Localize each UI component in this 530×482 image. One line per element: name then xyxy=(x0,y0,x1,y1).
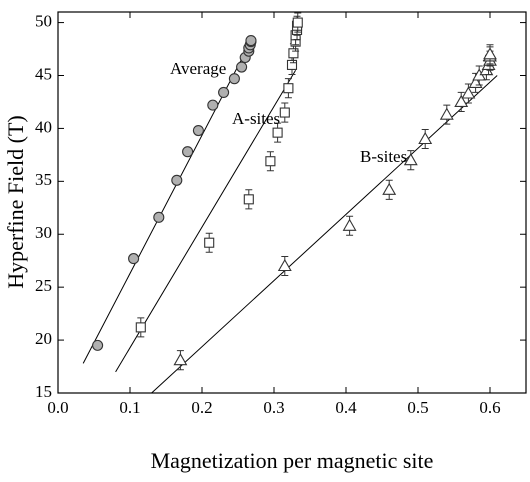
x-tick-label: 0.5 xyxy=(407,398,428,417)
series-label: B-sites xyxy=(360,147,407,166)
y-tick-label: 40 xyxy=(35,117,52,136)
point xyxy=(279,107,290,118)
point xyxy=(228,73,240,85)
point xyxy=(192,124,204,137)
x-tick-label: 0.6 xyxy=(479,398,500,417)
y-tick-label: 30 xyxy=(35,223,52,242)
x-tick-label: 0.1 xyxy=(119,398,140,417)
point xyxy=(204,237,215,248)
point xyxy=(277,258,292,272)
point xyxy=(135,322,146,333)
fit-line xyxy=(151,75,498,394)
point xyxy=(461,86,476,99)
point xyxy=(439,107,454,120)
point xyxy=(207,99,219,111)
y-tick-label: 15 xyxy=(35,382,52,401)
point xyxy=(128,253,140,265)
point xyxy=(243,194,254,205)
point xyxy=(288,48,299,59)
series-label: A-sites xyxy=(232,109,280,128)
y-axis-label: Hyperfine Field (T) xyxy=(3,115,28,289)
point xyxy=(454,94,469,108)
fit-line xyxy=(82,38,253,364)
point xyxy=(236,61,248,73)
point xyxy=(182,146,194,158)
point xyxy=(342,218,357,231)
x-tick-label: 0.0 xyxy=(47,398,68,417)
point xyxy=(171,174,183,186)
fit-line xyxy=(115,69,297,373)
y-tick-label: 35 xyxy=(35,170,52,189)
point xyxy=(92,339,104,351)
y-tick-label: 25 xyxy=(35,276,52,295)
point xyxy=(173,353,188,366)
y-tick-label: 45 xyxy=(35,64,52,83)
point xyxy=(418,131,433,145)
point xyxy=(153,211,165,223)
y-tick-label: 50 xyxy=(35,11,52,30)
point xyxy=(286,59,298,70)
point xyxy=(283,83,294,94)
point xyxy=(272,127,283,138)
point xyxy=(483,47,497,60)
point xyxy=(292,17,303,28)
point xyxy=(382,182,397,195)
plot-frame xyxy=(57,11,527,394)
x-tick-label: 0.4 xyxy=(335,398,357,417)
point xyxy=(245,35,257,47)
point xyxy=(265,156,276,167)
x-tick-label: 0.2 xyxy=(191,398,212,417)
point xyxy=(218,86,230,98)
point xyxy=(403,153,418,166)
y-tick-label: 20 xyxy=(35,329,52,348)
x-axis-label: Magnetization per magnetic site xyxy=(151,448,434,473)
series-label: Average xyxy=(170,59,226,78)
x-tick-label: 0.3 xyxy=(263,398,284,417)
